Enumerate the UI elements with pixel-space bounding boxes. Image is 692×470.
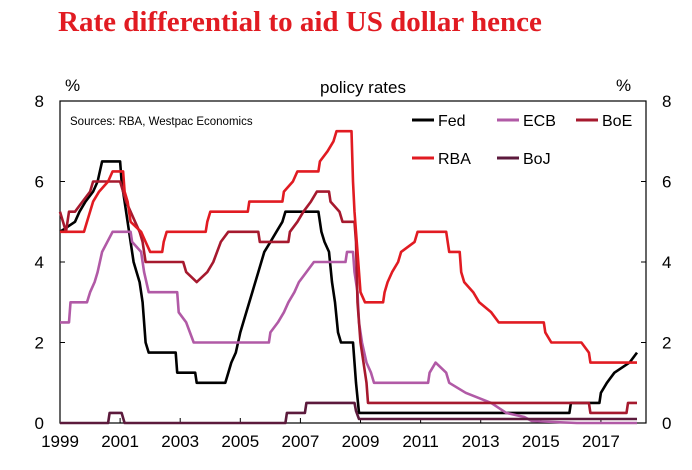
x-tick-label: 2007 — [281, 432, 319, 451]
x-tick-label: 2009 — [342, 432, 380, 451]
right-y-tick-label: 4 — [662, 253, 671, 272]
legend-label-fed: Fed — [438, 113, 466, 130]
series-line-boe — [58, 180, 637, 415]
x-tick-label: 2001 — [101, 432, 139, 451]
left-y-tick-label: 2 — [35, 334, 44, 353]
series-line-boj — [60, 401, 637, 425]
legend-label-rba: RBA — [438, 151, 471, 168]
legend-label-ecb: ECB — [523, 113, 556, 130]
x-tick-label: 2013 — [462, 432, 500, 451]
x-tick-label: 2011 — [402, 432, 439, 451]
legend: Fed ECB BoE RBA BoJ — [412, 113, 632, 168]
x-tick-label: 2017 — [582, 432, 620, 451]
x-tick-label: 1999 — [41, 432, 79, 451]
left-y-tick-label: 8 — [35, 92, 44, 111]
headline: Rate differential to aid US dollar hence — [58, 6, 542, 38]
right-y-tick-label: 0 — [662, 414, 671, 433]
left-unit-label: % — [65, 76, 80, 95]
x-tick-label: 2015 — [522, 432, 560, 451]
legend-label-boe: BoE — [602, 113, 632, 130]
chart-title: policy rates — [320, 78, 406, 97]
right-unit-label: % — [616, 76, 631, 95]
series-line-ecb — [60, 230, 637, 425]
axis-ticks: 0 0 2 2 4 4 6 6 8 8 1999 2001 2003 2005 2007 2009 2011 20… — [35, 92, 672, 451]
right-y-tick-label: 6 — [662, 173, 671, 192]
x-tick-label: 2003 — [161, 432, 199, 451]
left-y-tick-label: 6 — [35, 173, 44, 192]
right-y-tick-label: 8 — [662, 92, 671, 111]
legend-label-boj: BoJ — [523, 151, 551, 168]
source-note: Sources: RBA, Westpac Economics — [70, 116, 253, 128]
x-tick-label: 2005 — [221, 432, 259, 451]
left-y-tick-label: 4 — [35, 253, 44, 272]
left-y-tick-label: 0 — [35, 414, 44, 433]
right-y-tick-label: 2 — [662, 334, 671, 353]
series-line-rba — [60, 129, 637, 364]
series-lines — [58, 129, 639, 425]
series-line-fed — [59, 160, 639, 415]
